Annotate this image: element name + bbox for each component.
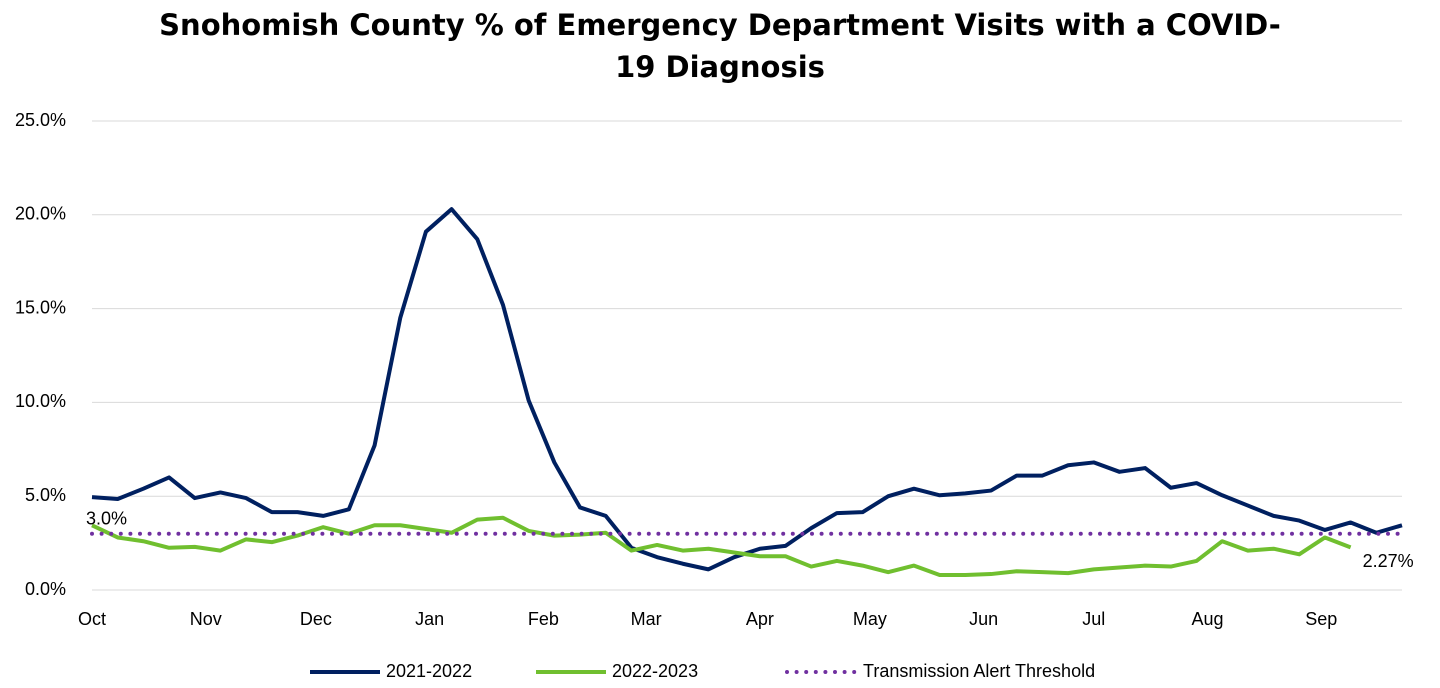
y-tick-label: 0.0% bbox=[25, 579, 66, 599]
x-tick-label: Nov bbox=[190, 609, 222, 629]
x-tick-label: May bbox=[853, 609, 887, 629]
x-tick-label: Mar bbox=[631, 609, 662, 629]
y-tick-label: 15.0% bbox=[15, 297, 66, 317]
x-tick-label: Feb bbox=[528, 609, 559, 629]
series-line bbox=[91, 515, 1352, 577]
x-tick-label: Oct bbox=[78, 609, 106, 629]
x-tick-label: Sep bbox=[1305, 609, 1337, 629]
x-tick-label: Jun bbox=[969, 609, 998, 629]
x-tick-label: Jul bbox=[1082, 609, 1105, 629]
legend-label: 2021-2022 bbox=[386, 661, 472, 681]
x-tick-label: Apr bbox=[746, 609, 774, 629]
y-tick-label: 20.0% bbox=[15, 204, 66, 224]
data-label: 2.27% bbox=[1363, 551, 1414, 571]
chart-title: Snohomish County % of Emergency Departme… bbox=[159, 8, 1281, 84]
y-tick-label: 10.0% bbox=[15, 391, 66, 411]
legend-label: 2022-2023 bbox=[612, 661, 698, 681]
data-label: 3.0% bbox=[86, 508, 127, 528]
legend-label: Transmission Alert Threshold bbox=[863, 661, 1095, 681]
y-tick-label: 5.0% bbox=[25, 485, 66, 505]
x-tick-label: Dec bbox=[300, 609, 332, 629]
x-tick-label: Jan bbox=[415, 609, 444, 629]
series-line bbox=[91, 207, 1403, 572]
x-tick-label: Aug bbox=[1192, 609, 1224, 629]
y-tick-label: 25.0% bbox=[15, 110, 66, 130]
